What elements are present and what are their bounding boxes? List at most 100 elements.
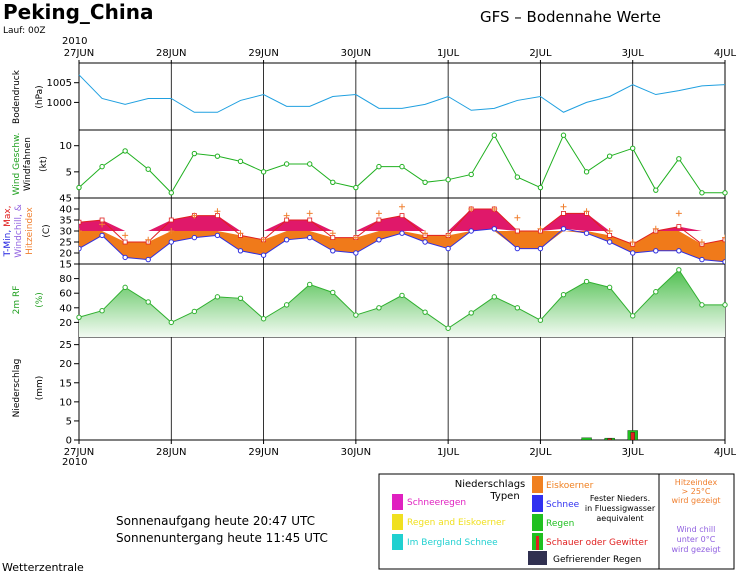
wind-label-3: (kt) xyxy=(39,156,49,172)
rh-point xyxy=(237,295,244,302)
tmax-point xyxy=(722,237,725,243)
rh-point xyxy=(145,299,151,305)
rh-point xyxy=(537,317,544,323)
tmin-point xyxy=(560,226,567,232)
tmin-point xyxy=(583,230,590,236)
tmin-point xyxy=(468,228,474,234)
temp-label-4: (C) xyxy=(42,224,52,237)
hitze-2: > 25°C xyxy=(681,487,710,496)
wind-point xyxy=(376,163,382,170)
rh-point xyxy=(122,284,128,291)
heat-index-point xyxy=(675,210,682,217)
tmin-point xyxy=(283,237,290,243)
tmax-point xyxy=(215,213,220,219)
y-axis-ticks: 1000100551015202530354045204060800510152… xyxy=(47,78,79,447)
tmin-point xyxy=(537,245,544,252)
heat-index-point xyxy=(352,234,359,241)
rh-point xyxy=(676,267,682,273)
heat-index-point xyxy=(214,208,221,215)
wind-point xyxy=(122,148,128,154)
legend-swatch xyxy=(392,514,403,530)
x-tick-top: 1JUL xyxy=(437,48,460,59)
y-tick-label: 1005 xyxy=(47,78,72,89)
rh-area xyxy=(79,269,725,337)
year-bottom: 2010 xyxy=(62,457,87,468)
rh-point xyxy=(283,302,290,308)
pressure-line xyxy=(78,74,726,113)
heat-index-point xyxy=(422,230,429,237)
heat-index-point xyxy=(445,232,452,239)
x-tick-bottom: 1JUL xyxy=(437,447,460,458)
x-tick-top: 2JUL xyxy=(529,48,552,59)
rh-point xyxy=(445,325,451,331)
y-tick-label: 40 xyxy=(59,303,72,314)
wind-point xyxy=(722,190,728,196)
legend-swatch xyxy=(392,494,403,510)
rh-point xyxy=(260,316,267,322)
x-tick-bottom: 4JUL xyxy=(714,447,737,458)
tmin-point xyxy=(630,250,636,256)
x-tick-top: 27JUN xyxy=(64,48,94,59)
rh-point xyxy=(468,310,474,316)
wind-label-2: Windfahnen xyxy=(23,137,33,191)
temperature-series xyxy=(79,203,725,264)
tmax-point xyxy=(79,219,82,225)
wind-point xyxy=(307,161,313,167)
chill-1: Wind chill xyxy=(677,525,716,534)
heat-index-point xyxy=(168,228,175,234)
precip-bar xyxy=(581,437,592,441)
x-tick-bottom: 28JUN xyxy=(156,447,186,458)
pressure-label-2: (hPa) xyxy=(35,85,45,108)
pressure-label: Bodendruck (hPa) xyxy=(12,69,45,124)
precip-label-1: Niederschlag xyxy=(12,359,22,418)
tmin-point xyxy=(122,254,128,261)
wind-point xyxy=(537,184,544,191)
temp-label-1: T-Min, Max, xyxy=(3,205,13,257)
wind-point xyxy=(260,169,267,175)
y-tick-label: 80 xyxy=(59,274,72,285)
heat-index-point xyxy=(99,221,106,228)
wind-point xyxy=(422,179,428,186)
rh-point xyxy=(699,302,705,308)
pressure-panel xyxy=(78,62,726,131)
heat-index-point xyxy=(583,208,590,215)
y-tick-label: 5 xyxy=(66,167,72,178)
x-tick-top: 3JUL xyxy=(622,48,645,59)
rh-point xyxy=(583,278,590,285)
x-tick-top: 4JUL xyxy=(714,48,737,59)
wind-point xyxy=(237,158,244,165)
rh-point xyxy=(422,309,428,315)
humidity-series xyxy=(76,267,728,337)
y-tick-label: 25 xyxy=(59,238,72,249)
y-tick-label: 15 xyxy=(59,378,72,389)
rh-point xyxy=(307,281,313,288)
wind-point xyxy=(583,169,590,175)
heat-index-point xyxy=(537,225,544,232)
heat-index-point xyxy=(514,214,521,221)
heat-index-point xyxy=(122,232,129,239)
wind-label-1: Wind Geschw. xyxy=(12,133,22,196)
legend-label: Regen xyxy=(546,519,574,529)
tmax-point xyxy=(122,239,128,245)
y-tick-label: 30 xyxy=(59,227,72,238)
rh-label-1: 2m RF xyxy=(12,286,22,315)
precip-bar xyxy=(630,432,635,441)
precip-label: Niederschlag (mm) xyxy=(12,359,45,418)
tmin-point xyxy=(237,248,244,254)
tmin-point xyxy=(699,256,705,263)
tmax-point xyxy=(514,228,520,234)
heat-index-point xyxy=(260,236,267,243)
legend-swatch xyxy=(532,514,543,531)
precip-panel xyxy=(78,336,726,441)
heat-index-point xyxy=(629,239,636,245)
wind-point xyxy=(399,163,405,170)
heat-index-point xyxy=(491,206,498,212)
precip-bar xyxy=(607,438,612,441)
fester-3: aequivalent xyxy=(596,514,643,523)
rh-point xyxy=(214,294,221,300)
sunrise-text: Sonnenaufgang heute 20:47 UTC xyxy=(116,514,315,528)
wind-label: Wind Geschw. Windfahnen (kt) xyxy=(12,133,49,196)
tmax-point xyxy=(307,217,313,223)
x-tick-bottom: 29JUN xyxy=(248,447,278,458)
